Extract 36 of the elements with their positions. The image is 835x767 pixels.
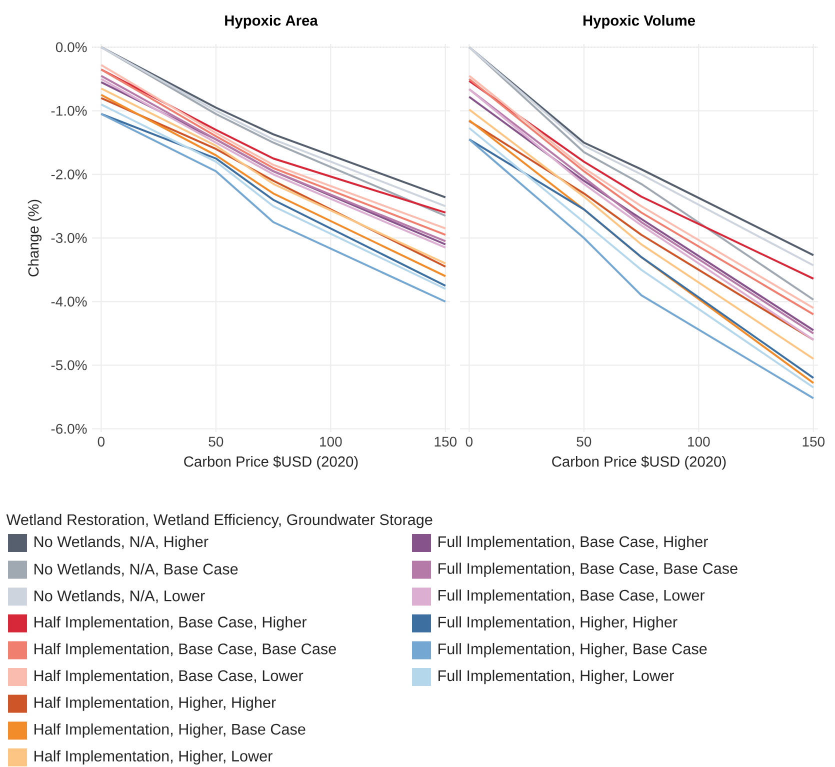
legend-label: Half Implementation, Base Case, Base Case	[34, 643, 336, 658]
chart-title: Hypoxic Volume	[583, 14, 696, 29]
legend-label: No Wetlands, N/A, Base Case	[34, 563, 238, 576]
y-tick-label: -4.0%	[51, 296, 87, 307]
x-axis-title: Carbon Price $USD (2020)	[184, 456, 358, 470]
legend-label: Full Implementation, Base Case, Base Case	[438, 562, 738, 577]
legend-label: Full Implementation, Higher, Lower	[438, 670, 674, 684]
legend-label: Full Implementation, Base Case, Higher	[438, 536, 708, 550]
legend-label: Half Implementation, Higher, Higher	[34, 696, 276, 711]
legend-label: Full Implementation, Higher, Higher	[438, 616, 678, 631]
x-tick-label: 50	[208, 436, 224, 447]
chart-title: Hypoxic Area	[225, 14, 318, 29]
legend-label: No Wetlands, N/A, Lower	[34, 590, 205, 604]
x-tick-label: 150	[434, 436, 457, 447]
y-tick-label: -1.0%	[51, 106, 87, 116]
legend-label: Half Implementation, Higher, Base Case	[34, 723, 306, 738]
y-tick-label: 0.0%	[56, 42, 87, 52]
x-tick-label: 0	[98, 436, 105, 447]
legend-label: Full Implementation, Base Case, Lower	[438, 589, 705, 604]
y-tick-label: -2.0%	[51, 169, 87, 180]
y-axis-title: Change (%)	[28, 200, 42, 276]
legend-label: Half Implementation, Base Case, Lower	[34, 670, 304, 684]
y-tick-label: -6.0%	[51, 424, 87, 434]
x-axis-title: Carbon Price $USD (2020)	[552, 456, 726, 470]
x-tick-label: 50	[576, 436, 592, 447]
x-tick-label: 100	[688, 436, 710, 447]
x-tick-label: 150	[802, 436, 825, 447]
y-tick-label: -3.0%	[51, 233, 87, 243]
legend-label: Half Implementation, Base Case, Higher	[34, 616, 307, 631]
x-tick-label: 100	[320, 436, 342, 447]
y-tick-label: -5.0%	[51, 360, 87, 370]
legend-label: Full Implementation, Higher, Base Case	[438, 643, 707, 658]
legend-title: Wetland Restoration, Wetland Efficiency, Groundwater Storage	[6, 514, 432, 528]
x-tick-label: 0	[466, 436, 473, 447]
legend-label: No Wetlands, N/A, Higher	[34, 536, 208, 550]
legend-label: Half Implementation, Higher, Lower	[34, 750, 272, 765]
